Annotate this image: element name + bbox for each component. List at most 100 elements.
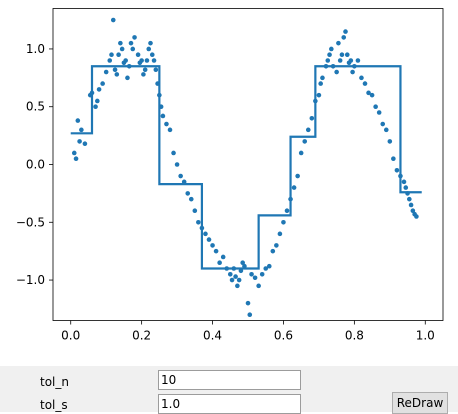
scatter-point (149, 52, 155, 58)
scatter-point (229, 277, 235, 283)
scatter-point (233, 274, 238, 279)
scatter-point (245, 300, 251, 306)
scatter-point (348, 58, 354, 63)
scatter-point (320, 75, 325, 81)
scatter-point (403, 185, 409, 190)
scatter-point (196, 219, 201, 225)
scatter-point (135, 52, 141, 58)
scatter-point (366, 90, 371, 96)
scatter-point (318, 81, 323, 86)
scatter-point (414, 214, 419, 219)
y-tick-label: −0.5 (16, 215, 45, 229)
scatter-point (256, 283, 261, 289)
scatter-point (192, 208, 198, 214)
scatter-point (242, 263, 247, 269)
scatter-point (146, 46, 152, 52)
scatter-point (295, 173, 300, 179)
scatter-point (274, 243, 279, 248)
scatter-point (128, 40, 134, 46)
scatter-point (109, 52, 114, 58)
scatter-point (247, 312, 253, 318)
scatter-point (125, 75, 130, 81)
scatter-point (339, 52, 345, 58)
scatter-point (369, 92, 375, 98)
x-tick-label: 0.0 (61, 329, 80, 343)
scatter-point (394, 167, 400, 173)
scatter-point (213, 248, 219, 254)
x-tick-label: 1.0 (416, 329, 435, 343)
scatter-point (119, 46, 125, 52)
scatter-point (401, 179, 407, 185)
scatter-point (151, 58, 157, 63)
tol-s-input[interactable] (158, 394, 301, 414)
tol-n-label: tol_n (40, 375, 69, 389)
scatter-point (110, 17, 116, 23)
scatter-point (130, 46, 136, 52)
scatter-point (252, 275, 258, 281)
x-tick-label: 0.4 (203, 329, 222, 343)
step-fit-line (70, 65, 422, 270)
scatter-point (336, 40, 341, 46)
scatter-point (116, 52, 121, 58)
scatter-point (355, 58, 361, 63)
scatter-point (270, 248, 276, 254)
scatter-point (148, 40, 153, 46)
scatter-point (167, 127, 173, 133)
scatter-point (153, 67, 159, 73)
scatter-point (118, 40, 123, 46)
axis-ticks: 0.0 0.2 0.4 0.6 0.8 1.0 1.0 0.5 0.0 −0.5 −1.0 (16, 42, 435, 343)
x-tick-label: 0.8 (345, 329, 364, 343)
scatter-point (284, 208, 290, 214)
scatter-point (249, 271, 254, 277)
scatter-point (139, 58, 144, 63)
y-tick-label: 0.5 (26, 100, 45, 114)
scatter-point (112, 67, 118, 73)
scatter-point (93, 104, 98, 110)
scatter-point (171, 150, 176, 156)
y-tick-label: 1.0 (26, 42, 45, 56)
scatter-point (227, 271, 233, 277)
scatter-point (141, 72, 146, 77)
scatter-point (73, 156, 79, 162)
tol-n-input[interactable] (158, 370, 301, 390)
scatter-point (309, 115, 315, 121)
scatter-point (203, 231, 208, 237)
scatter-point (337, 58, 343, 63)
scatter-point (277, 231, 283, 237)
x-tick-label: 0.6 (274, 329, 293, 343)
scatter-point (144, 58, 150, 63)
scatter-point (298, 150, 304, 156)
scatter-point (123, 58, 128, 63)
scatter-point (410, 208, 416, 214)
scatter-point (373, 104, 378, 110)
scatter-point (95, 98, 100, 104)
plot-area (70, 17, 422, 318)
redraw-button[interactable]: ReDraw (392, 392, 448, 414)
scatter-point (380, 121, 386, 127)
scatter-point (240, 260, 245, 266)
scatter-point (79, 127, 84, 133)
scatter-point (387, 139, 393, 144)
scatter-point (408, 202, 414, 208)
scatter-point (96, 87, 102, 92)
scatter-point (206, 237, 212, 242)
scatter-point (341, 35, 347, 40)
scatter-point (407, 196, 412, 202)
scatter-point (132, 35, 137, 40)
scatter-point (210, 243, 215, 248)
scatter-point (238, 268, 244, 274)
scatter-point (302, 139, 308, 144)
scatter-point (350, 69, 355, 75)
scatter-point (107, 58, 113, 63)
scatter-point (217, 260, 222, 266)
scatter-point (362, 81, 368, 86)
scatter-point (343, 29, 348, 34)
y-tick-label: 0.0 (26, 158, 45, 172)
scatter-point (359, 75, 364, 81)
scatter-point (178, 173, 183, 179)
scatter-point (174, 162, 180, 167)
scatter-point (263, 266, 269, 271)
scatter-point (334, 69, 339, 75)
scatter-point (75, 118, 81, 123)
scatter-point (391, 156, 396, 162)
